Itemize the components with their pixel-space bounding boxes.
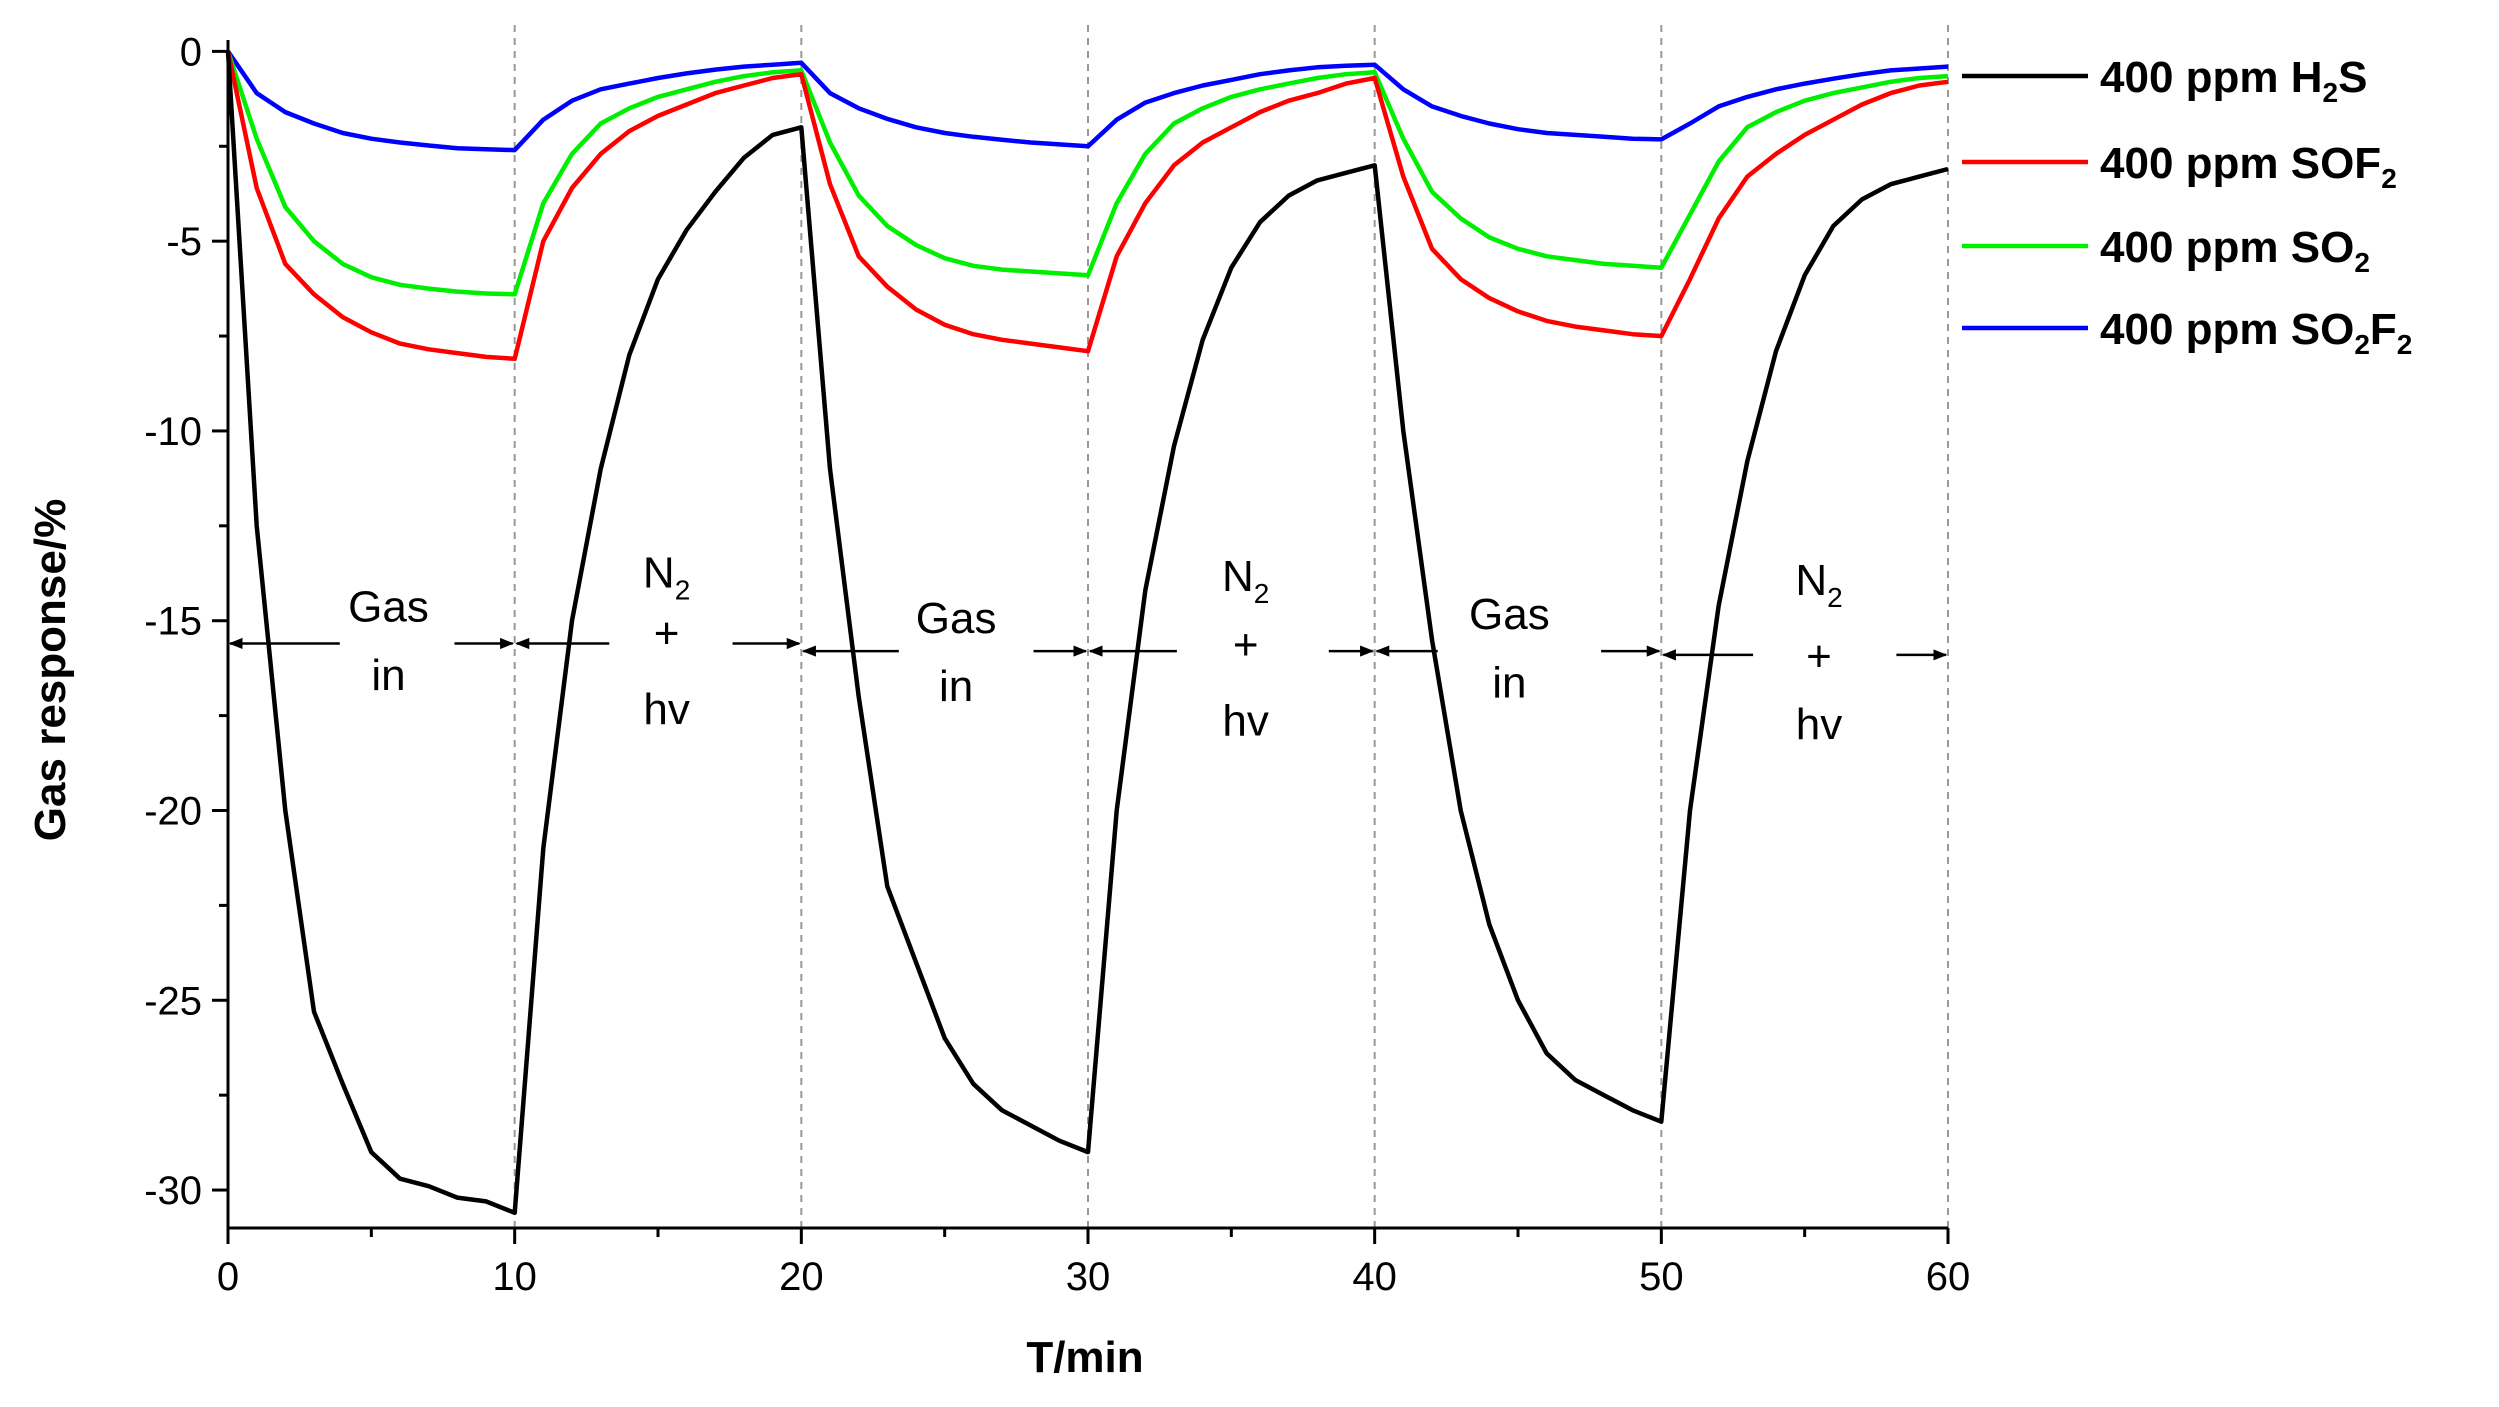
x-ticks: 0 10 20 30 40 50 60 — [217, 1228, 1970, 1299]
legend-label: 400 ppm SO2F2 — [2100, 305, 2412, 360]
axes: 0 10 20 30 40 50 60 0 -5 -10 -15 -20 -25 -30 — [144, 30, 1970, 1299]
legend-label: 400 ppm SOF2 — [2100, 139, 2397, 194]
x-tick-label: 20 — [779, 1255, 824, 1299]
annotation-line2: in — [939, 662, 973, 711]
phase-annotation-2: Gas in — [801, 594, 1088, 711]
annotation-line1: Gas — [348, 583, 429, 632]
annotation-line3: hv — [1796, 700, 1842, 749]
x-tick-label: 30 — [1066, 1255, 1111, 1299]
phase-annotation-4: Gas in — [1375, 590, 1661, 707]
y-tick-label: -30 — [144, 1169, 202, 1213]
phase-annotation-1: N2+ hv — [515, 548, 801, 734]
x-tick-label: 0 — [217, 1255, 239, 1299]
x-tick-label: 50 — [1639, 1255, 1684, 1299]
annotation-line3: hv — [1222, 696, 1268, 745]
y-tick-label: 0 — [180, 30, 202, 74]
vertical-grid-lines — [513, 25, 1949, 1228]
annotation-line2: + — [1233, 620, 1259, 669]
annotation-line1: N2 — [1795, 556, 1842, 613]
x-axis-title: T/min — [1026, 1333, 1143, 1382]
series-line-3 — [226, 50, 1949, 153]
y-tick-label: -10 — [144, 410, 202, 454]
series-line-1 — [225, 50, 1949, 362]
x-tick-label: 10 — [492, 1255, 537, 1299]
annotation-line1: N2 — [1222, 552, 1269, 609]
series-line-0 — [225, 51, 1949, 1216]
series-line-2 — [225, 50, 1949, 297]
y-axis-title: Gas response/% — [26, 499, 75, 841]
x-tick-label: 40 — [1352, 1255, 1397, 1299]
y-tick-label: -20 — [144, 789, 202, 833]
legend-label: 400 ppm SO2 — [2100, 223, 2370, 278]
x-tick-label: 60 — [1926, 1255, 1971, 1299]
phase-annotation-3: N2 + hv — [1088, 552, 1375, 745]
legend: 400 ppm H2S 400 ppm SOF2 400 ppm SO2 400 pp… — [1962, 53, 2412, 360]
annotation-line2: + — [654, 609, 680, 658]
annotation-line2: in — [371, 651, 405, 700]
y-tick-label: -25 — [144, 979, 202, 1023]
y-tick-label: -15 — [144, 600, 202, 644]
annotation-line3: hv — [643, 685, 689, 734]
annotation-line1: N2 — [643, 548, 690, 605]
annotation-line1: Gas — [916, 594, 997, 643]
legend-label: 400 ppm H2S — [2100, 53, 2367, 108]
series-lines — [225, 50, 1949, 1216]
annotation-line2: in — [1492, 658, 1526, 707]
y-ticks: 0 -5 -10 -15 -20 -25 -30 — [144, 30, 228, 1213]
annotation-line1: Gas — [1469, 590, 1550, 639]
annotation-line2: + — [1806, 632, 1832, 681]
phase-annotation-5: N2 + hv — [1661, 556, 1948, 749]
phase-annotation-0: Gas in — [228, 583, 515, 700]
y-tick-label: -5 — [166, 220, 202, 264]
